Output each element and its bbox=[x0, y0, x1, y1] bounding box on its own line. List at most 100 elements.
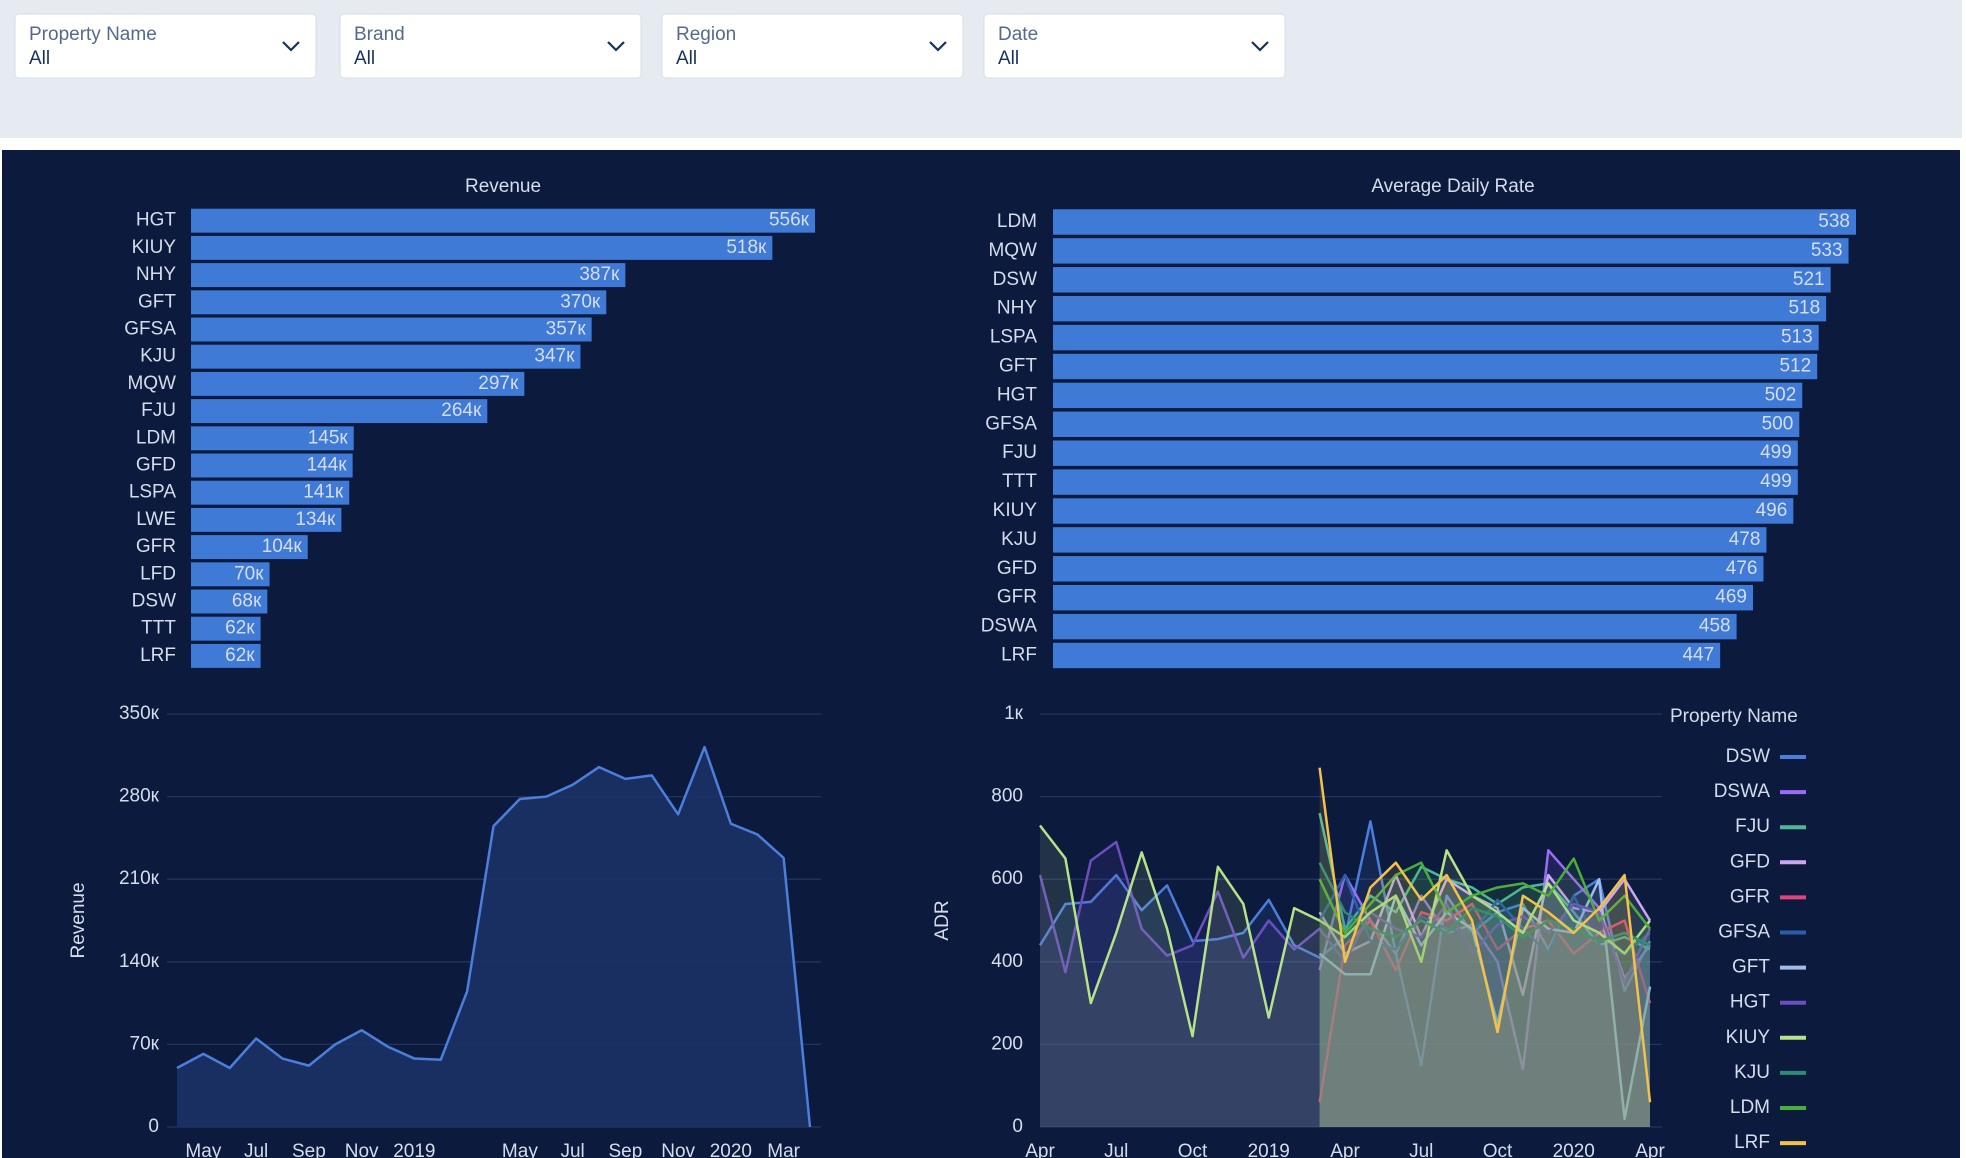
category-label: GFR bbox=[136, 536, 176, 557]
area bbox=[1319, 850, 1650, 1127]
category-label: TTT bbox=[141, 618, 176, 639]
legend-title: Property Name bbox=[1670, 706, 1798, 727]
line bbox=[1318, 862, 1651, 947]
category-label: FJU bbox=[1002, 442, 1037, 463]
y-tick-label: 800 bbox=[991, 786, 1023, 807]
x-tick-label: Nov bbox=[661, 1141, 695, 1158]
legend-label: LDM bbox=[1730, 1097, 1770, 1118]
value-label: 478 bbox=[1729, 529, 1761, 550]
dropdown-value: All bbox=[998, 48, 1019, 69]
bar bbox=[191, 263, 626, 288]
value-label: 145к bbox=[308, 427, 349, 448]
area bbox=[177, 747, 810, 1127]
filter-dropdown[interactable]: Region All bbox=[661, 13, 964, 79]
x-tick-label: 2019 bbox=[393, 1141, 435, 1158]
x-tick-label: Oct bbox=[1483, 1141, 1513, 1158]
value-label: 68к bbox=[232, 591, 262, 612]
line bbox=[1318, 857, 1651, 935]
category-label: LSPA bbox=[990, 327, 1038, 348]
x-tick-label: May bbox=[185, 1141, 221, 1158]
bar bbox=[1053, 209, 1856, 235]
y-tick-label: 280к bbox=[119, 786, 160, 807]
dropdown-box bbox=[661, 13, 964, 79]
bar bbox=[1053, 295, 1827, 322]
bar bbox=[1053, 527, 1767, 553]
y-tick-label: 400 bbox=[991, 951, 1023, 972]
bar bbox=[191, 453, 353, 478]
value-label: 347к bbox=[534, 346, 575, 367]
filter-bar bbox=[0, 0, 1962, 138]
x-tick-label: Jul bbox=[560, 1141, 584, 1158]
category-label: GFSA bbox=[985, 413, 1037, 434]
bar bbox=[191, 507, 342, 532]
category-label: MQW bbox=[988, 240, 1037, 261]
value-label: 512 bbox=[1779, 356, 1811, 377]
bar bbox=[191, 616, 261, 641]
y-tick-label: 600 bbox=[991, 868, 1023, 889]
bar bbox=[1053, 411, 1800, 438]
value-label: 458 bbox=[1699, 616, 1731, 637]
legend-label: FJU bbox=[1735, 816, 1770, 837]
category-label: GFD bbox=[136, 455, 176, 476]
value-label: 134к bbox=[295, 509, 336, 530]
x-tick-label: 2020 bbox=[710, 1141, 752, 1158]
x-tick-label: Sep bbox=[292, 1141, 326, 1158]
category-label: KJU bbox=[140, 346, 176, 367]
legend-label: HGT bbox=[1730, 992, 1771, 1013]
y-tick-label: 140к bbox=[119, 951, 160, 972]
bar bbox=[191, 535, 308, 560]
y-tick-label: 200 bbox=[991, 1033, 1023, 1054]
bar bbox=[1053, 642, 1721, 669]
bar bbox=[1053, 324, 1819, 351]
bar bbox=[1053, 556, 1764, 582]
value-label: 141к bbox=[303, 482, 344, 503]
bar bbox=[191, 208, 815, 233]
bar bbox=[191, 643, 261, 668]
dropdown-value: All bbox=[676, 48, 697, 69]
value-label: 144к bbox=[307, 455, 348, 476]
category-label: TTT bbox=[1002, 471, 1037, 492]
value-label: 357к bbox=[546, 319, 587, 340]
category-label: FJU bbox=[141, 400, 176, 421]
category-label: GFSA bbox=[124, 319, 176, 340]
dropdown-label: Brand bbox=[354, 24, 405, 45]
bar bbox=[1053, 238, 1849, 264]
category-label: LDM bbox=[136, 427, 176, 448]
x-tick-label: Mar bbox=[767, 1141, 800, 1158]
bar bbox=[1053, 353, 1818, 380]
category-label: NHY bbox=[997, 298, 1037, 319]
category-label: GFR bbox=[997, 587, 1037, 608]
line bbox=[176, 745, 812, 1128]
filter-dropdown[interactable]: Date All bbox=[983, 13, 1286, 79]
chart-title: Revenue bbox=[465, 176, 541, 197]
bar bbox=[191, 290, 607, 315]
value-label: 447 bbox=[1682, 645, 1714, 666]
bar bbox=[191, 235, 773, 260]
x-tick-label: Oct bbox=[1178, 1141, 1208, 1158]
bar bbox=[1053, 440, 1798, 466]
legend-label: KIUY bbox=[1726, 1027, 1771, 1048]
category-label: HGT bbox=[136, 210, 177, 231]
bar bbox=[191, 344, 581, 369]
value-label: 387к bbox=[579, 264, 620, 285]
category-label: HGT bbox=[997, 384, 1038, 405]
value-label: 62к bbox=[225, 645, 255, 666]
category-label: DSWA bbox=[981, 616, 1038, 637]
value-label: 370к bbox=[560, 291, 601, 312]
value-label: 62к bbox=[225, 618, 255, 639]
category-label: DSW bbox=[132, 591, 176, 612]
x-tick-label: Sep bbox=[608, 1141, 642, 1158]
value-label: 538 bbox=[1818, 211, 1850, 232]
chevron-icon bbox=[929, 41, 947, 52]
category-label: NHY bbox=[136, 264, 176, 285]
dropdown-label: Date bbox=[998, 24, 1038, 45]
value-label: 521 bbox=[1793, 269, 1825, 290]
category-label: LDM bbox=[997, 211, 1037, 232]
filter-dropdown[interactable]: Brand All bbox=[339, 13, 642, 79]
bar bbox=[191, 317, 592, 342]
dropdown-box bbox=[983, 13, 1286, 79]
bar bbox=[191, 562, 270, 587]
filter-dropdown[interactable]: Property Name All bbox=[14, 13, 317, 79]
bar bbox=[191, 426, 354, 451]
